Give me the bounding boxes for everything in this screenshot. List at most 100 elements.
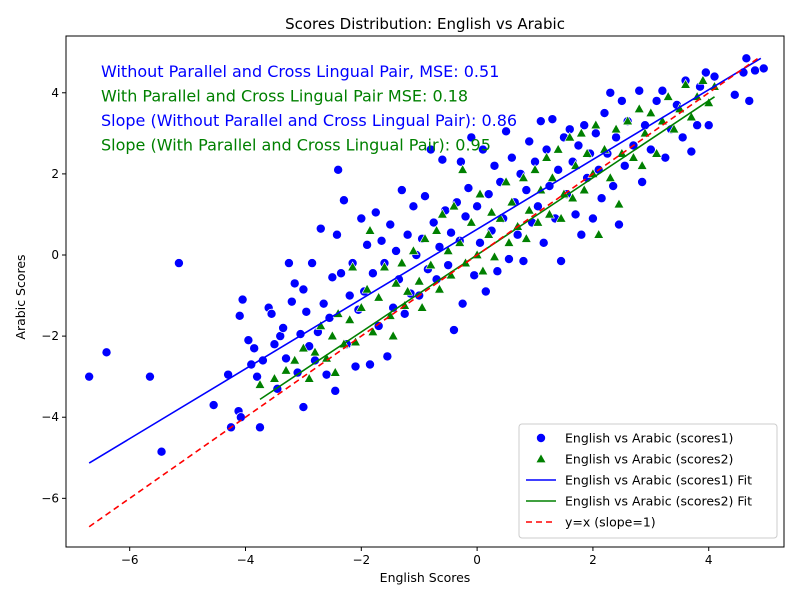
scores1-point <box>596 193 607 204</box>
legend-marker-scores2 <box>535 453 547 463</box>
scores1-point <box>237 294 248 305</box>
scores1-point <box>729 89 740 100</box>
scores2-point <box>419 232 431 243</box>
scores1-point <box>480 286 491 297</box>
scores2-point <box>326 330 338 341</box>
scores2-point <box>254 378 266 389</box>
scores1-point <box>376 235 387 246</box>
scores1-point <box>535 116 546 127</box>
scores1-point <box>463 183 474 194</box>
scores2-point <box>465 216 477 227</box>
scores2-point <box>434 283 445 294</box>
scores1-point <box>208 400 219 411</box>
scores2-point <box>361 283 373 294</box>
scores1-point <box>173 258 184 269</box>
scores1-point <box>460 211 471 222</box>
scores2-point <box>546 172 558 182</box>
scores1-point <box>512 229 523 240</box>
scores2-point <box>645 107 657 117</box>
scores2-point <box>552 143 564 154</box>
scores1-point <box>556 256 567 267</box>
scores1-point <box>750 65 761 76</box>
scores2-point <box>344 314 356 324</box>
scores1-point <box>281 353 292 364</box>
scores1-point <box>709 71 720 82</box>
scores1-point <box>333 164 344 175</box>
scores2-point <box>329 366 341 377</box>
annotation-text: Without Parallel and Cross Lingual Pair,… <box>101 62 499 81</box>
scores2-point <box>668 123 680 134</box>
scores1-point <box>744 95 755 106</box>
scores2-point <box>604 172 616 182</box>
y-axis-ticks: −6 −4 −2 0 2 4 <box>41 86 66 505</box>
scores2-point <box>457 164 469 174</box>
scores1-point <box>579 120 590 131</box>
scores2-point <box>442 245 454 255</box>
scores2-point <box>622 115 634 126</box>
x-tick-label: −6 <box>121 553 139 567</box>
scores2-point <box>364 224 376 235</box>
scores1-point <box>298 284 309 295</box>
scores1-point <box>327 272 338 283</box>
scores1-point <box>477 144 488 155</box>
scores2-point <box>564 131 576 142</box>
x-axis-label: English Scores <box>380 570 471 585</box>
scores2-point <box>567 192 579 203</box>
scores1-point <box>616 95 627 106</box>
x-tick-label: 2 <box>589 553 597 567</box>
scores2-point <box>590 119 602 130</box>
scores2-point <box>520 232 532 243</box>
scores1-point <box>634 85 645 96</box>
scores1-point <box>350 361 361 372</box>
scores1-point <box>475 237 486 248</box>
scores1-fit-line <box>88 57 762 464</box>
scores1-point <box>660 152 671 163</box>
scores1-point <box>336 268 347 279</box>
annotations: Without Parallel and Cross Lingual Pair,… <box>101 62 517 155</box>
scores1-point <box>700 67 711 78</box>
legend-label: English vs Arabic (scores2) Fit <box>565 494 752 509</box>
scores1-point <box>301 306 312 317</box>
scores1-point <box>466 132 477 143</box>
scores1-point <box>289 278 300 289</box>
scores1-point <box>298 402 309 413</box>
scores1-point <box>645 144 656 155</box>
scores1-point <box>521 185 532 196</box>
scores1-point <box>278 322 289 333</box>
scores1-point <box>330 385 341 396</box>
scores2-point <box>578 184 590 195</box>
y-tick-label: −6 <box>41 491 59 505</box>
x-tick-label: 4 <box>705 553 713 567</box>
scores1-point <box>489 160 500 171</box>
scores1-point <box>249 343 260 354</box>
scores2-point <box>529 164 541 174</box>
scores2-point <box>448 200 460 211</box>
scores1-point <box>503 254 514 265</box>
annotation-text: With Parallel and Cross Lingual Pair MSE… <box>101 87 468 106</box>
scores2-point <box>297 342 309 353</box>
scores1-point <box>243 335 254 346</box>
scores1-point <box>657 85 668 96</box>
scores1-point <box>318 298 329 309</box>
scores1-point <box>547 114 558 125</box>
scores2-point <box>289 354 301 365</box>
scores1-point <box>483 189 494 200</box>
scores1-point <box>373 320 384 331</box>
scores2-point <box>303 372 315 383</box>
annotation-text: Slope (With Parallel and Cross Lingual P… <box>101 136 491 155</box>
scores1-point <box>637 176 648 187</box>
scores2-point <box>636 159 648 170</box>
x-axis-ticks: −6 −4 −2 0 2 4 <box>121 547 713 567</box>
scores2-point <box>541 151 553 162</box>
scores2-point <box>517 172 529 182</box>
scores1-point <box>611 132 622 143</box>
scores1-point <box>382 351 393 362</box>
scores1-point <box>492 266 503 277</box>
scores1-point <box>252 371 263 382</box>
scores1-point <box>469 270 480 281</box>
scores1-point <box>338 195 349 206</box>
scores2-point <box>523 204 535 215</box>
scores1-point <box>703 120 714 131</box>
scores1-point <box>84 371 95 382</box>
scores1-point <box>399 308 410 319</box>
